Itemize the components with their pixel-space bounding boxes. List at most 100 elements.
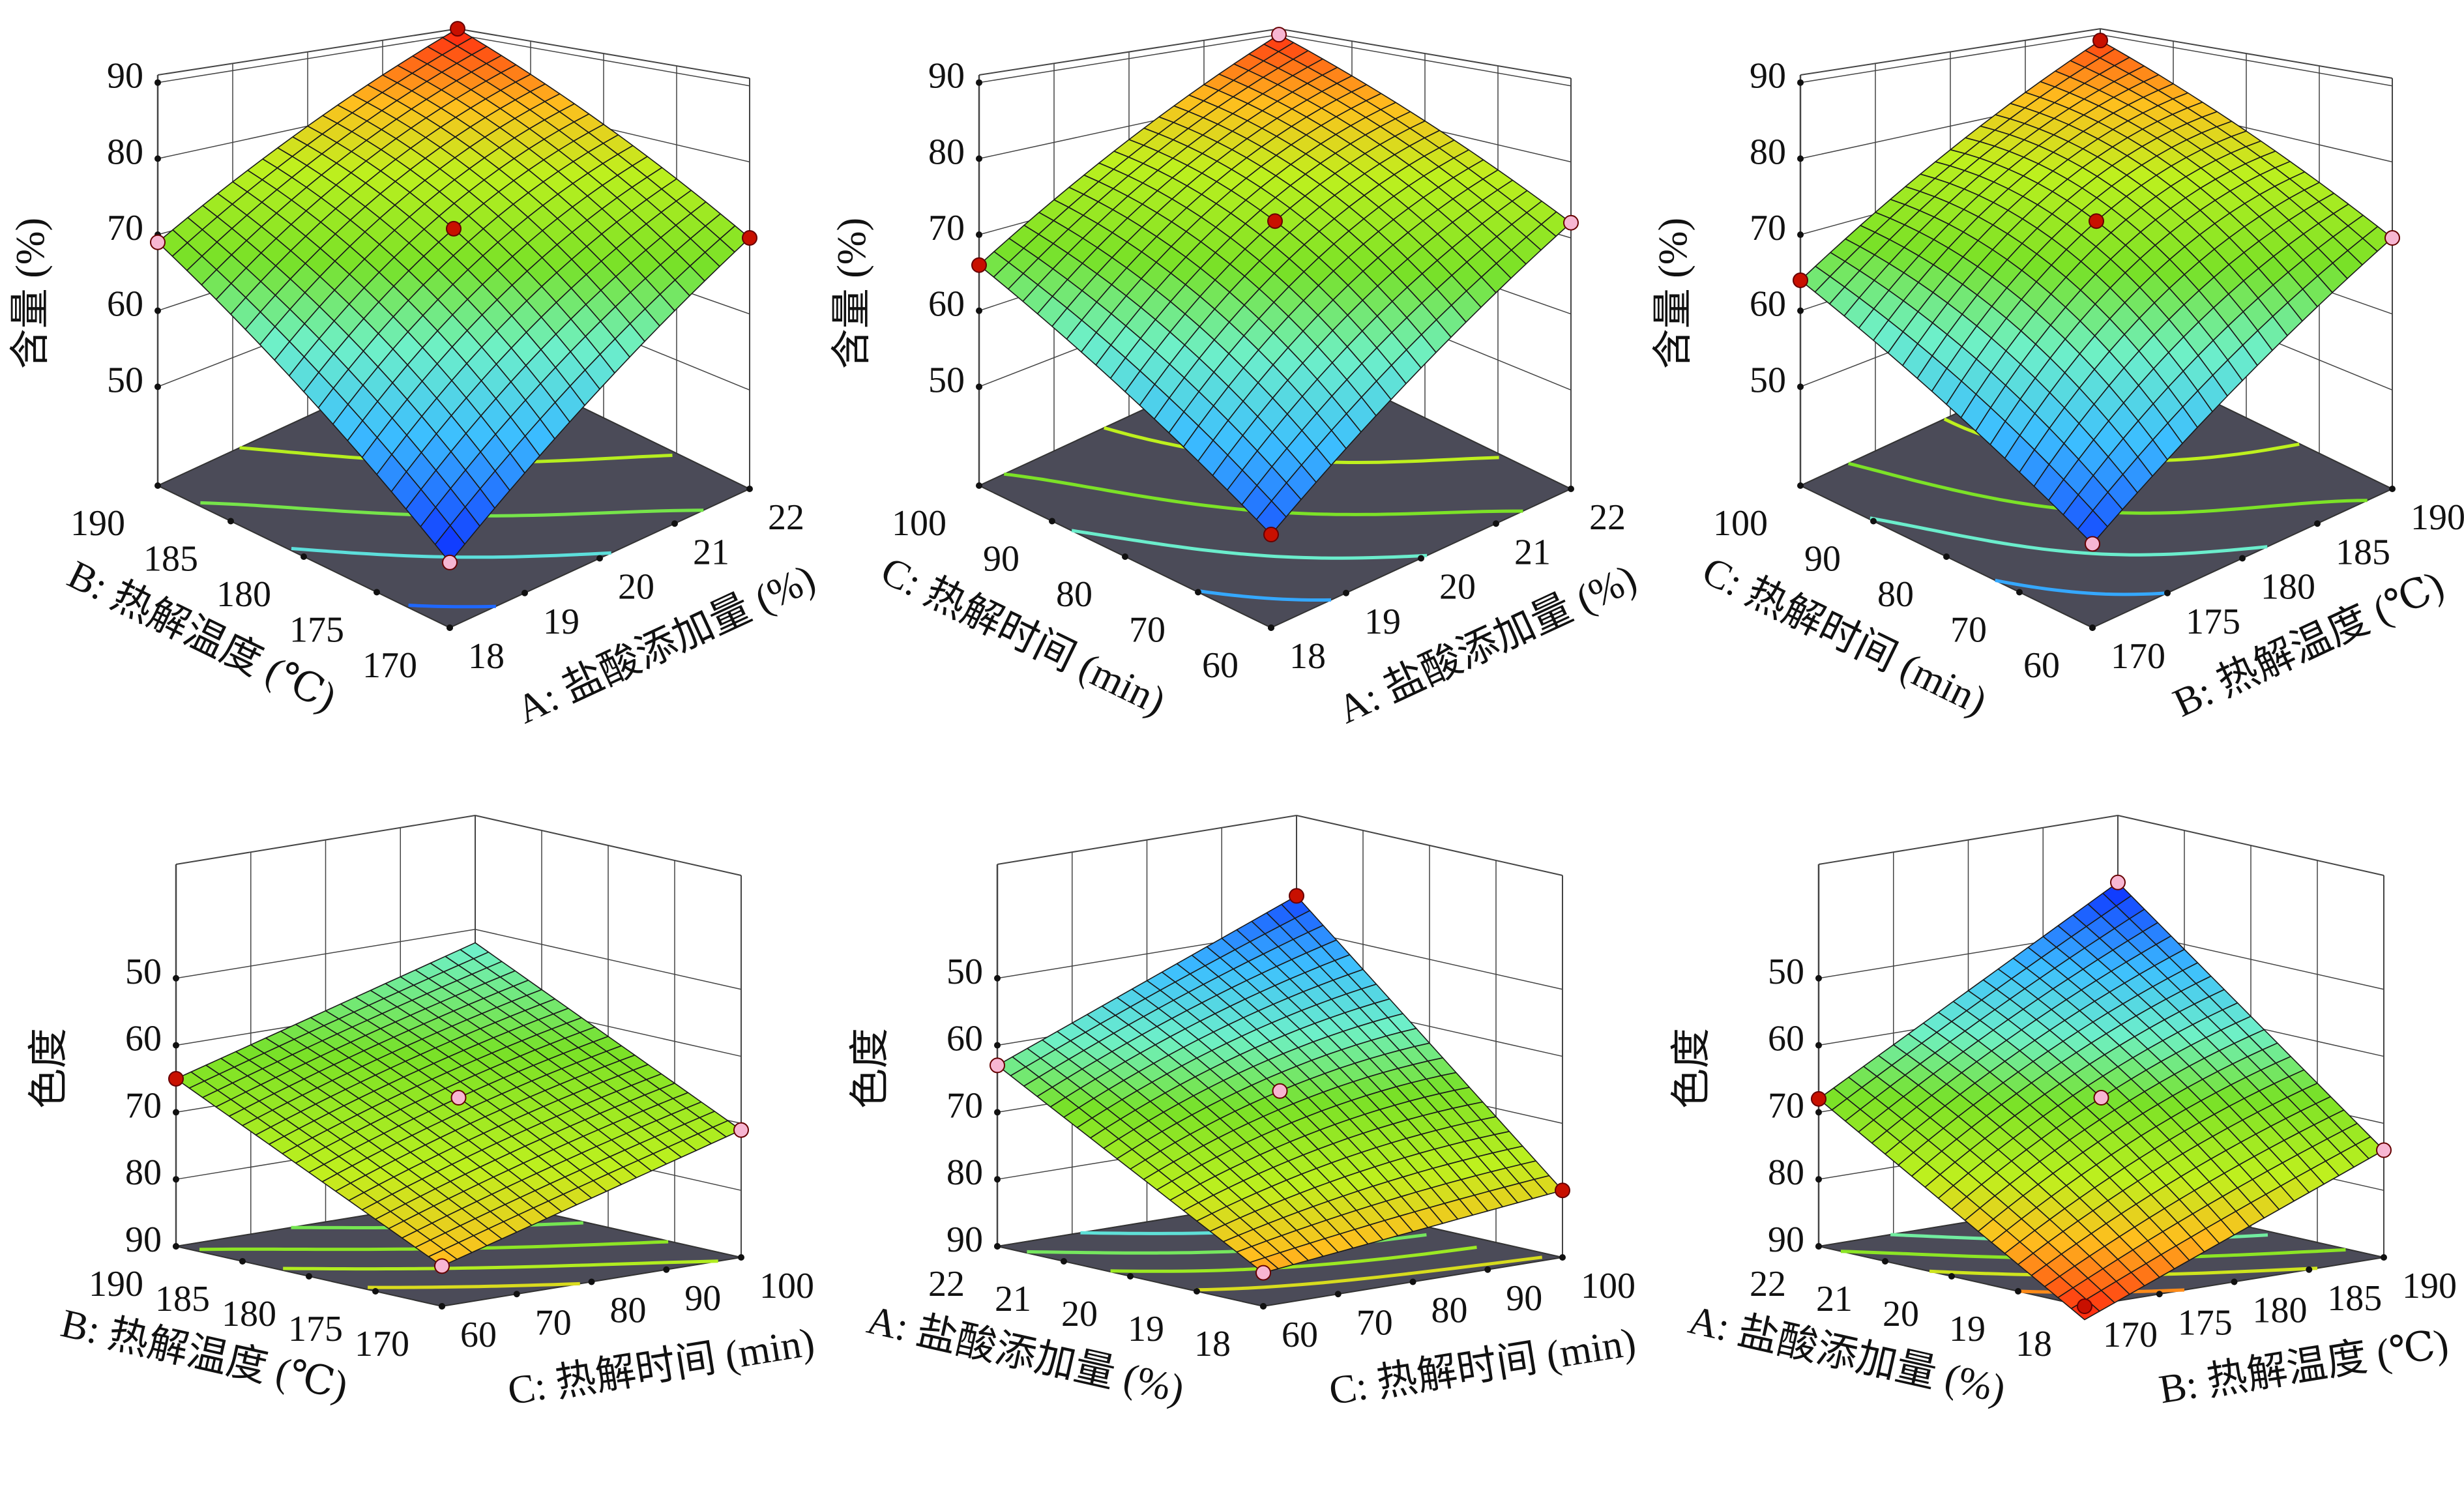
z-tick-label: 70	[125, 1085, 162, 1126]
z-tick-mark	[154, 383, 161, 390]
left-axis-tick-mark	[173, 1243, 179, 1250]
right-axis-tick-label: 18	[468, 636, 505, 677]
design-point	[450, 1090, 467, 1106]
z-tick-label: 60	[107, 284, 143, 325]
design-point	[2085, 536, 2100, 552]
z-tick-label: 60	[1768, 1019, 1804, 1059]
z-tick-label: 90	[1768, 1220, 1804, 1260]
design-point	[2376, 1142, 2392, 1158]
right-wall-gridline	[475, 929, 742, 990]
right-axis-tick-mark	[447, 624, 453, 631]
z-tick-mark	[976, 231, 982, 239]
z-tick-mark	[976, 307, 982, 314]
left-axis-tick-mark	[2015, 1288, 2021, 1295]
z-tick-label: 80	[125, 1152, 162, 1193]
z-tick-mark	[1797, 155, 1804, 162]
left-wall-gridline	[978, 34, 1280, 83]
left-axis-tick-mark	[1882, 1258, 1888, 1265]
right-axis-tick-mark	[746, 486, 753, 492]
design-point	[150, 234, 166, 250]
left-axis-tick-label: 80	[1056, 574, 1093, 615]
left-axis-tick-mark	[154, 482, 161, 489]
z-tick-label: 80	[107, 132, 143, 172]
right-axis-tick-mark	[513, 1291, 520, 1298]
left-axis-tick-label: 18	[2016, 1324, 2052, 1364]
z-tick-label: 80	[1768, 1152, 1804, 1193]
z-tick-label: 70	[1750, 208, 1786, 248]
left-axis-tick-mark	[374, 589, 380, 596]
right-axis-tick-mark	[2389, 486, 2396, 492]
right-axis-tick-mark	[521, 589, 528, 596]
contour-line	[1004, 472, 1523, 516]
design-point	[442, 554, 458, 570]
z-axis-title: 含量 (%)	[8, 218, 53, 369]
left-axis-tick-label: 70	[1950, 610, 1987, 651]
design-point	[1793, 272, 1808, 289]
z-tick-label: 60	[1750, 284, 1786, 325]
right-axis-tick-mark	[2164, 589, 2171, 596]
z-tick-label: 60	[928, 284, 965, 325]
z-axis-title: 含量 (%)	[830, 218, 874, 369]
z-tick-mark	[994, 1042, 1001, 1049]
left-axis-tick-mark	[2016, 589, 2023, 596]
right-axis-tick-mark	[738, 1254, 744, 1261]
left-wall-gridline	[1800, 34, 2101, 83]
right-axis-tick-label: 100	[759, 1266, 814, 1306]
right-axis-tick-mark	[1559, 1254, 1566, 1261]
z-axis-title: 含量 (%)	[1651, 218, 1695, 369]
left-axis-tick-label: 22	[1750, 1264, 1786, 1304]
z-tick-mark	[1815, 974, 1822, 982]
left-axis-tick-label: 20	[1883, 1294, 1919, 1334]
left-axis-tick-mark	[239, 1258, 246, 1265]
right-axis-tick-label: 185	[2336, 532, 2390, 572]
z-tick-mark	[154, 307, 161, 314]
left-axis-tick-label: 190	[70, 503, 125, 544]
left-wall-gridline	[175, 929, 476, 979]
z-tick-mark	[173, 1042, 179, 1049]
right-axis-tick-label: 70	[535, 1302, 572, 1343]
chart-panel-1: 50 60 70 80 90 170 175 180 185 190 18 19 20 21 22 B: 热解…	[0, 0, 822, 754]
contour-line	[1870, 516, 2268, 557]
z-tick-mark	[994, 1109, 1001, 1116]
right-axis-tick-label: 190	[2411, 497, 2464, 538]
design-point	[2089, 213, 2104, 229]
right-wall-gridline	[1296, 929, 1563, 990]
left-axis-tick-mark	[1061, 1258, 1067, 1265]
design-point	[733, 1122, 749, 1138]
right-axis-tick-label: 21	[1514, 532, 1551, 572]
left-axis-tick-mark	[1870, 518, 1877, 525]
left-axis-tick-label: 100	[1713, 503, 1768, 544]
left-axis-tick-mark	[1943, 553, 1950, 560]
z-tick-label: 80	[928, 132, 965, 172]
right-axis-tick-label: 170	[2111, 636, 2165, 677]
left-axis-tick-mark	[1194, 1288, 1200, 1295]
right-axis-tick-label: 20	[1439, 567, 1476, 608]
left-wall-gridline	[157, 34, 458, 83]
left-axis-tick-label: 175	[289, 610, 344, 651]
right-axis-tick-label: 180	[2253, 1291, 2308, 1331]
right-axis-tick-mark	[1268, 624, 1274, 631]
right-axis-tick-label: 185	[2327, 1278, 2382, 1319]
left-axis-tick-label: 19	[1949, 1309, 1986, 1349]
left-axis-tick-label: 90	[1804, 539, 1841, 579]
contour-line	[1847, 461, 2368, 515]
left-axis-tick-mark	[1195, 589, 1201, 596]
z-tick-mark	[1797, 79, 1804, 86]
design-point	[1289, 888, 1304, 904]
left-axis-tick-label: 170	[355, 1324, 409, 1364]
surface-chart: 50 60 70 80 90 60 70 80 90 100 18 19 20 21 22 C: 热解时间 (…	[830, 27, 1643, 732]
right-axis-tick-mark	[1334, 1291, 1342, 1298]
design-point	[2077, 1298, 2092, 1314]
right-axis-tick-label: 90	[684, 1278, 721, 1319]
left-axis-tick-label: 100	[892, 503, 946, 544]
left-axis-tick-label: 19	[1128, 1309, 1164, 1349]
design-point	[2384, 230, 2400, 246]
right-axis-tick-mark	[1484, 1266, 1491, 1273]
design-point	[1263, 527, 1279, 543]
z-tick-label: 50	[1768, 952, 1804, 992]
right-axis-tick-label: 180	[2261, 567, 2315, 608]
design-point	[168, 1070, 184, 1087]
z-tick-label: 70	[928, 208, 965, 248]
